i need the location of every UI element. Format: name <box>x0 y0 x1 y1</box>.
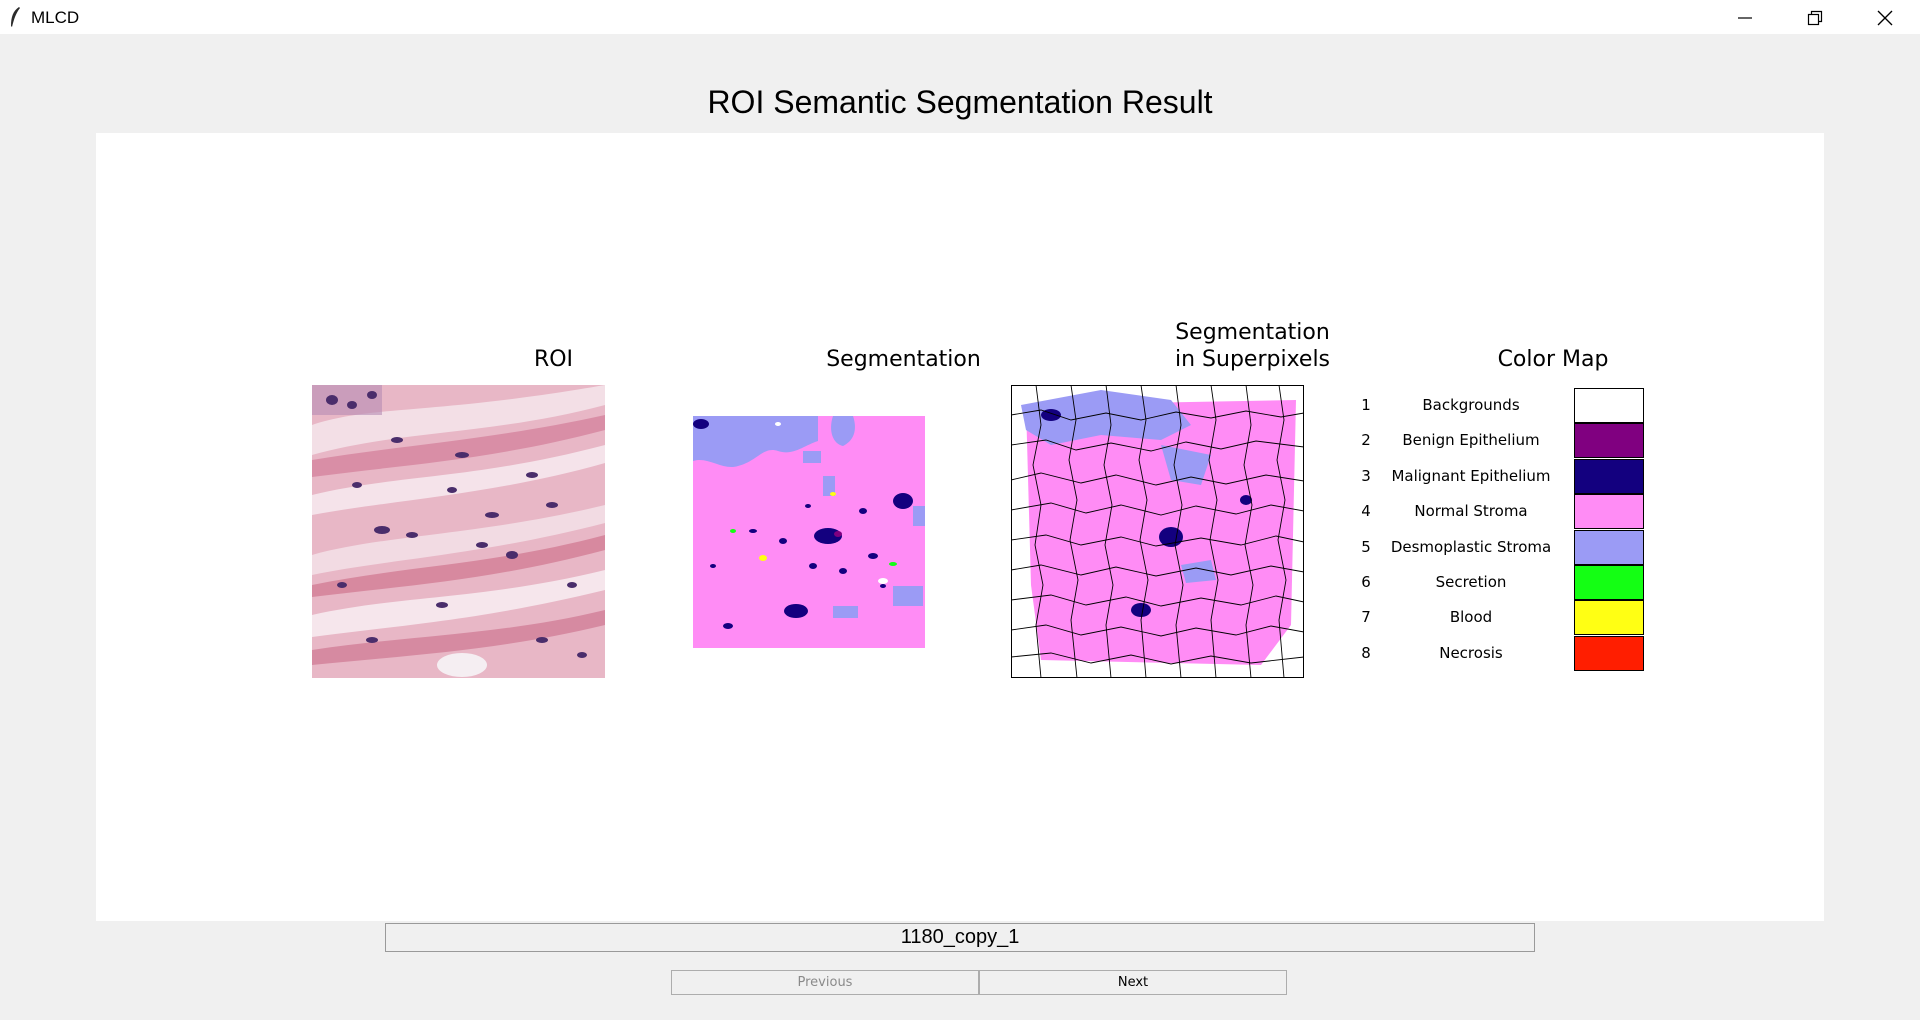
color-map-index: 6 <box>1361 573 1371 591</box>
minimize-button[interactable] <box>1710 0 1780 34</box>
color-swatch <box>1574 529 1644 565</box>
color-map-label: Desmoplastic Stroma <box>1390 537 1552 556</box>
minimize-icon <box>1738 17 1752 19</box>
segmentation-image <box>693 416 925 648</box>
window-title: MLCD <box>31 8 80 27</box>
close-button[interactable] <box>1850 0 1920 34</box>
color-map-label: Secretion <box>1435 573 1507 591</box>
color-swatch <box>1574 494 1644 530</box>
previous-button[interactable]: Previous <box>671 970 979 995</box>
color-map-label: Normal Stroma <box>1414 502 1528 521</box>
feather-icon <box>11 7 20 27</box>
color-map-label: Necrosis <box>1439 643 1503 662</box>
roi-title: ROI <box>533 347 574 372</box>
page-title: ROI Semantic Segmentation Result <box>707 84 1213 120</box>
color-swatch <box>1574 388 1644 423</box>
window-titlebar: MLCD <box>0 0 1920 34</box>
color-map-index: 1 <box>1361 396 1371 414</box>
color-map-label: Backgrounds <box>1422 396 1520 414</box>
filename-field: 1180_copy_1 <box>385 923 1535 952</box>
restore-icon <box>1807 10 1823 26</box>
segmentation-title: Segmentation <box>826 347 981 372</box>
close-icon <box>1877 10 1893 26</box>
colormap-title: Color Map <box>1497 347 1609 372</box>
color-swatch <box>1574 565 1644 600</box>
color-swatch <box>1574 600 1644 636</box>
figure-canvas: ROI Segmentation <box>96 133 1824 921</box>
color-map-label: Blood <box>1449 608 1493 627</box>
color-map-index: 4 <box>1361 502 1371 521</box>
color-map-label: Benign Epithelium <box>1402 431 1540 450</box>
color-map-index: 8 <box>1361 643 1371 662</box>
superpixels-image <box>1011 385 1304 678</box>
color-swatch <box>1574 423 1644 459</box>
color-map-label: Malignant Epithelium <box>1391 466 1551 485</box>
next-button[interactable]: Next <box>979 970 1287 995</box>
color-map-index: 3 <box>1361 466 1371 485</box>
color-map-index: 2 <box>1361 431 1371 450</box>
color-swatch <box>1574 635 1644 671</box>
color-map-index: 5 <box>1361 537 1371 556</box>
superpixels-title: Segmentation in Superpixels <box>1174 320 1331 372</box>
color-map-index: 7 <box>1361 608 1371 627</box>
restore-button[interactable] <box>1780 0 1850 34</box>
color-map-legend: 1 Backgrounds 2 Benign Epithelium 3 Malignant… <box>1356 388 1686 678</box>
roi-image <box>312 385 605 678</box>
color-swatch <box>1574 458 1644 494</box>
